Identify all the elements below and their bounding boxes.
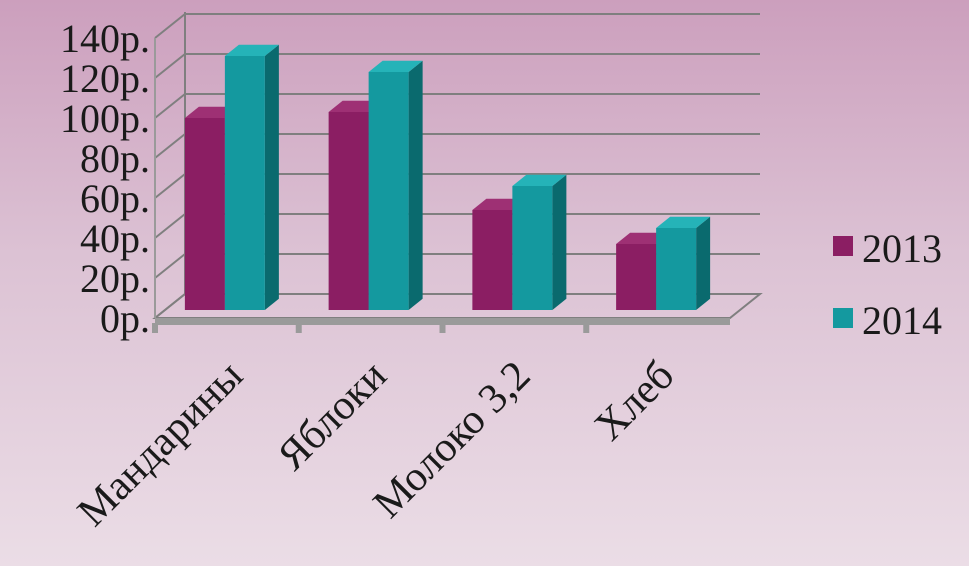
legend-item-2013: 2013: [833, 226, 942, 271]
y-tick-label: 80р.: [80, 136, 150, 181]
y-tick-label: 0р.: [100, 296, 150, 341]
x-category-label: Мандарины: [69, 353, 252, 536]
y-tick-label: 60р.: [80, 176, 150, 221]
y-axis: 0р.20р.40р.60р.80р.100р.120р.140р.: [60, 16, 150, 341]
bar-2014-1: [368, 60, 423, 310]
x-tick-mark: [583, 323, 590, 333]
x-tick-mark: [295, 323, 302, 333]
bar-2014-3: [656, 216, 711, 310]
y-tick-label: 140р.: [60, 16, 150, 61]
x-tick-mark: [152, 323, 158, 333]
bar-front: [224, 56, 265, 310]
legend-item-2014: 2014: [833, 298, 942, 343]
bar-side: [552, 174, 567, 310]
bar-front: [472, 210, 513, 310]
bar-front: [512, 186, 553, 310]
legend: 2013 2014: [833, 226, 942, 343]
bar-side: [696, 216, 711, 310]
bars: [184, 44, 711, 311]
legend-label: 2013: [862, 226, 942, 271]
bar-top: [656, 216, 711, 228]
bar-front: [184, 118, 225, 310]
y-tick-label: 20р.: [80, 256, 150, 301]
x-category-label: Хлеб: [586, 353, 683, 450]
x-tick-mark: [439, 323, 446, 333]
bar-front: [328, 112, 369, 310]
bar-side: [408, 60, 423, 310]
gridline-100: [154, 93, 760, 119]
bar-top: [512, 174, 567, 186]
gridline-120: [154, 53, 760, 79]
bar-front: [616, 244, 657, 310]
legend-swatch: [833, 308, 853, 328]
x-category-label: Молоко 3,2: [365, 353, 540, 528]
y-tick-label: 120р.: [60, 56, 150, 101]
bar-2014-0: [224, 44, 279, 311]
bar-top: [368, 60, 423, 72]
y-tick-label: 40р.: [80, 216, 150, 261]
y-tick-label: 100р.: [60, 96, 150, 141]
bar-front: [368, 72, 409, 310]
chart-floor: [152, 38, 763, 333]
legend-swatch: [833, 236, 853, 256]
x-axis-line: [155, 318, 730, 325]
bar-front: [656, 228, 697, 310]
gridline-140: [154, 13, 760, 39]
bar-side: [264, 44, 279, 311]
bar-top: [224, 44, 279, 56]
bar-2014-2: [512, 174, 567, 310]
legend-label: 2014: [862, 298, 942, 343]
x-category-label: Яблоки: [269, 353, 396, 480]
